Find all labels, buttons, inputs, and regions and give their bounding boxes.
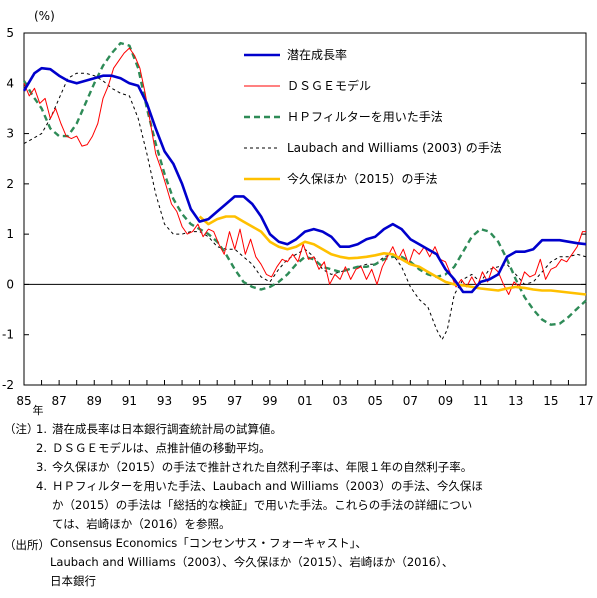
y-tick-label: 3 (6, 127, 14, 141)
series-line (22, 66, 587, 294)
legend-label: ＤＳＧＥモデル (287, 78, 371, 93)
x-tick-label: 13 (508, 394, 523, 408)
note-number: 4. (36, 479, 47, 493)
x-tick-label: 97 (227, 394, 242, 408)
y-axis: -2 -1 0 1 2 3 4 5 (2, 26, 586, 392)
legend-label: 潜在成長率 (287, 47, 347, 62)
note-text: ＨＰフィルターを用いた手法、Laubach and Williams（2003）… (52, 479, 483, 493)
source-text: 日本銀行 (50, 574, 96, 588)
x-tick-label: 93 (157, 394, 172, 408)
x-tick-label: 09 (438, 394, 453, 408)
x-tick-label: 05 (368, 394, 383, 408)
note-number: 1. (36, 422, 47, 436)
note-text: ＤＳＧＥモデルは、点推計値の移動平均。 (52, 441, 271, 455)
legend: 潜在成長率 ＤＳＧＥモデル ＨＰフィルターを用いた手法 Laubach and Wil… (244, 47, 502, 186)
series-line (22, 41, 587, 326)
x-tick-label: 11 (473, 394, 488, 408)
y-tick-label: 2 (6, 177, 14, 191)
y-unit-label: (%) (34, 9, 55, 23)
source-text: Laubach and Williams（2003）、今久保ほか（2015）、岩… (50, 555, 454, 569)
note-text: 潜在成長率は日本銀行調査統計局の試算値。 (52, 422, 282, 436)
y-tick-label: 1 (6, 227, 14, 241)
note-text: か（2015）の手法は「総括的な検証」で用いた手法。これらの手法の詳細につい (52, 498, 473, 512)
legend-label: Laubach and Williams (2003) の手法 (287, 141, 502, 155)
notes-block: （注） 1. 潜在成長率は日本銀行調査統計局の試算値。 2. ＤＳＧＥモデルは、点推計… (4, 420, 594, 591)
x-tick-label: 95 (192, 394, 207, 408)
note-text: ては、岩崎ほか（2016）を参照。 (52, 517, 231, 531)
source-heading: （出所） (4, 538, 50, 552)
x-tick-label: 87 (51, 394, 66, 408)
x-tick-label: 01 (297, 394, 312, 408)
y-tick-label: -1 (2, 328, 14, 342)
x-tick-label: 03 (332, 394, 347, 408)
series-line (23, 47, 586, 295)
y-tick-label: 0 (6, 277, 14, 291)
x-tick-label: 89 (87, 394, 102, 408)
x-tick-label: 99 (262, 394, 277, 408)
series-line (23, 72, 587, 341)
notes-heading: （注） (4, 422, 39, 436)
note-number: 3. (36, 460, 47, 474)
legend-label: 今久保ほか（2015）の手法 (287, 171, 438, 186)
y-tick-label: 4 (6, 76, 14, 90)
y-tick-label: 5 (6, 26, 14, 40)
x-axis: 85 87 89 91 93 95 97 99 01 03 05 07 09 11 13 15 17 年 (16, 380, 594, 417)
source-text: Consensus Economics「コンセンサス・フォーキャスト」、 (50, 536, 367, 550)
series-line (198, 215, 587, 296)
x-tick-label: 15 (543, 394, 558, 408)
x-tick-label: 17 (578, 394, 593, 408)
y-tick-label: -2 (2, 378, 14, 392)
legend-label: ＨＰフィルターを用いた手法 (287, 110, 443, 124)
x-tick-label: 07 (403, 394, 418, 408)
x-year-suffix: 年 (33, 403, 44, 417)
note-number: 2. (36, 441, 47, 455)
x-tick-label: 85 (16, 394, 31, 408)
note-text: 今久保ほか（2015）の手法で推計された自然利子率は、年限１年の自然利子率。 (52, 460, 473, 474)
x-tick-label: 91 (122, 394, 137, 408)
series-layer (22, 41, 587, 341)
